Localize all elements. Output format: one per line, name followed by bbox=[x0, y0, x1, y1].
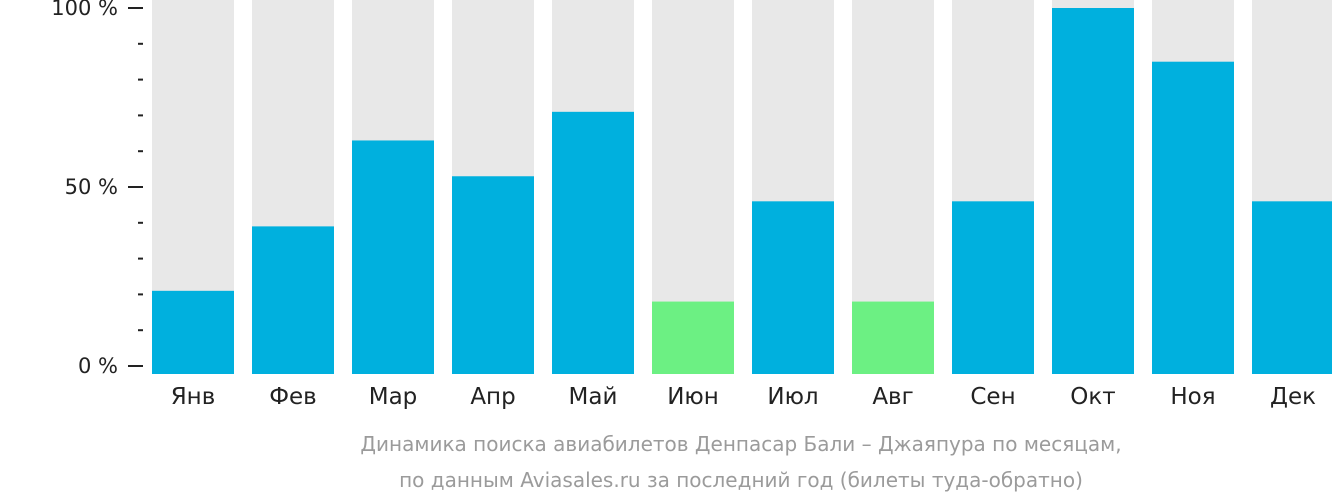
bar-Май bbox=[552, 111, 634, 374]
bars bbox=[152, 0, 1332, 374]
bar-Июн bbox=[652, 301, 734, 374]
bar-Мар bbox=[352, 140, 434, 374]
x-tick-label: Май bbox=[569, 384, 618, 410]
chart-caption-line-1: Динамика поиска авиабилетов Денпасар Бал… bbox=[360, 432, 1122, 456]
bar-Дек bbox=[1252, 201, 1332, 374]
x-tick-label: Янв bbox=[171, 384, 216, 410]
y-tick-label: 50 % bbox=[65, 175, 118, 199]
bar-Фев bbox=[252, 226, 334, 374]
bar-Окт bbox=[1052, 8, 1134, 374]
x-tick-label: Дек bbox=[1270, 384, 1316, 410]
x-tick-label: Сен bbox=[970, 384, 1015, 410]
y-tick-label: 100 % bbox=[51, 0, 118, 20]
chart-caption-line-2: по данным Aviasales.ru за последний год … bbox=[399, 468, 1083, 492]
x-tick-label: Фев bbox=[269, 384, 317, 410]
x-tick-label: Мар bbox=[369, 384, 418, 410]
y-axis: 0 % 50 % 100 % bbox=[51, 0, 143, 378]
bar-Сен bbox=[952, 201, 1034, 374]
x-axis-labels: Янв Фев Мар Апр Май Июн Июл Авг Сен Окт Ноя Дек bbox=[171, 384, 1316, 410]
bar-Апр bbox=[452, 176, 534, 374]
bar-Июл bbox=[752, 201, 834, 374]
x-tick-label: Июл bbox=[767, 384, 818, 410]
y-tick-label: 0 % bbox=[78, 354, 118, 378]
bar-Авг bbox=[852, 301, 934, 374]
x-tick-label: Ноя bbox=[1170, 384, 1215, 410]
x-tick-label: Авг bbox=[872, 384, 913, 410]
x-tick-label: Окт bbox=[1070, 384, 1115, 410]
x-tick-label: Июн bbox=[667, 384, 719, 410]
bar-Ноя bbox=[1152, 61, 1234, 374]
x-tick-label: Апр bbox=[470, 384, 515, 410]
bar-Янв bbox=[152, 290, 234, 374]
